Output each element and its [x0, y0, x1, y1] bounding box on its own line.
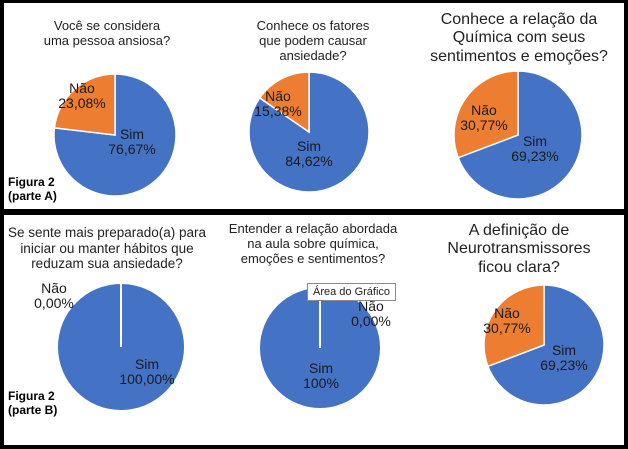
data-label-category: Não	[265, 88, 291, 104]
data-label-category: Sim	[120, 126, 144, 142]
data-label-category: Sim	[297, 138, 321, 154]
data-label-percent: 30,77%	[483, 320, 530, 336]
data-label-percent: 30,77%	[460, 117, 507, 133]
pie-chart-neurotransmitters[interactable]: A definição de Neurotransmissores ficou …	[416, 215, 622, 445]
pie-svg: Sim 69,23% Não 30,77%	[416, 215, 622, 445]
data-label-percent: 84,62%	[285, 153, 332, 169]
figure-label-part-a: Figura 2 (parte A)	[8, 175, 57, 203]
pie-svg: Sim 69,23% Não 30,77%	[416, 3, 622, 209]
data-label-category: Sim	[523, 133, 547, 149]
data-label-nao: Não 0,00%	[34, 280, 74, 311]
figure-label-part-b: Figura 2 (parte B)	[8, 389, 57, 417]
figure-label-line: (parte A)	[8, 189, 57, 203]
pie-chart-class-understanding[interactable]: Entender a relação abordada na aula sobr…	[210, 215, 416, 445]
data-label-category: Sim	[135, 356, 159, 372]
data-label-percent: 69,23%	[511, 148, 558, 164]
data-label-category: Não	[41, 280, 67, 296]
pie-chart-chemistry-feelings[interactable]: Conhece a relação da Química com seus se…	[416, 3, 622, 209]
data-label-percent: 76,67%	[108, 141, 155, 157]
data-label-percent: 69,23%	[540, 357, 587, 373]
chart-area-tooltip: Área do Gráfico	[307, 283, 396, 301]
data-label-percent: 100,00%	[119, 371, 174, 387]
data-label-category: Não	[69, 80, 95, 96]
pie-svg: Sim 100%Não 0,00%	[210, 215, 416, 445]
data-label-percent: 0,00%	[34, 295, 74, 311]
data-label-category: Sim	[309, 360, 333, 376]
panel-part-b: Se sente mais preparado(a) para iniciar …	[4, 215, 624, 445]
figure-label-line: Figura 2	[8, 175, 57, 189]
data-label-percent: 0,00%	[351, 313, 391, 329]
data-label-category: Sim	[552, 342, 576, 358]
data-label-category: Não	[494, 305, 520, 321]
figure-label-line: Figura 2	[8, 389, 57, 403]
figure-label-line: (parte B)	[8, 403, 57, 417]
data-label-percent: 15,38%	[254, 103, 301, 119]
data-label-percent: 23,08%	[58, 95, 105, 111]
pie-svg: Sim 84,62% Não 15,38%	[210, 3, 416, 209]
data-label-percent: 100%	[303, 375, 339, 391]
data-label-category: Não	[471, 102, 497, 118]
panel-part-a: Você se considera uma pessoa ansiosa? Si…	[4, 3, 624, 209]
pie-chart-anxiety-factors[interactable]: Conhece os fatores que podem causar ansi…	[210, 3, 416, 209]
